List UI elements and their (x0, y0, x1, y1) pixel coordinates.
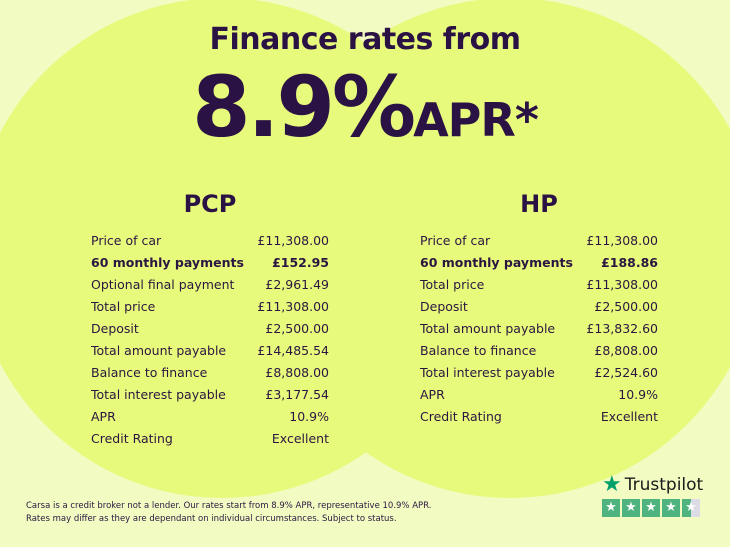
row-label: Price of car (420, 233, 491, 248)
trustpilot-rating: ★ ★ ★ ★ ★ (602, 499, 703, 517)
hp-table: HP Price of car £11,308.00 60 monthly paym… (420, 190, 658, 428)
headline-rate: 8.9%APR* (0, 58, 730, 156)
pcp-rows: Price of car £11,308.00 60 monthly payment… (91, 230, 329, 450)
rating-star-icon: ★ (602, 499, 620, 517)
row-label: 60 monthly payments (91, 255, 244, 270)
table-row: Credit Rating Excellent (420, 406, 658, 428)
row-label: Total amount payable (420, 321, 556, 336)
row-value: £11,308.00 (586, 277, 658, 292)
table-row: Balance to finance £8,808.00 (420, 340, 658, 362)
table-row: Total price £11,308.00 (420, 274, 658, 296)
row-value: £13,832.60 (586, 321, 658, 336)
table-row: Total interest payable £3,177.54 (91, 384, 329, 406)
row-label: Total price (91, 299, 156, 314)
rating-star-icon: ★ (622, 499, 640, 517)
disclaimer-line-1: Carsa is a credit broker not a lender. O… (26, 501, 432, 511)
row-label: Balance to finance (420, 343, 537, 358)
hp-rows: Price of car £11,308.00 60 monthly payment… (420, 230, 658, 428)
row-value: Excellent (600, 409, 658, 424)
rating-star-icon: ★ (662, 499, 680, 517)
table-row: Balance to finance £8,808.00 (91, 362, 329, 384)
rating-star-icon: ★ (642, 499, 660, 517)
row-value: £11,308.00 (257, 299, 329, 314)
row-label: Deposit (91, 321, 139, 336)
row-value: £2,500.00 (265, 321, 329, 336)
row-label: Credit Rating (91, 431, 173, 446)
table-row: 60 monthly payments £188.86 (420, 252, 658, 274)
row-label: Deposit (420, 299, 468, 314)
table-row: Price of car £11,308.00 (420, 230, 658, 252)
row-value: £2,500.00 (594, 299, 658, 314)
table-row: Total amount payable £13,832.60 (420, 318, 658, 340)
decorative-circle-right (260, 0, 730, 498)
table-row: Total interest payable £2,524.60 (420, 362, 658, 384)
rate-value: 8.9% (192, 58, 416, 156)
row-label: Price of car (91, 233, 162, 248)
row-label: Optional final payment (91, 277, 235, 292)
disclaimer-line-2: Rates may differ as they are dependant o… (26, 514, 397, 524)
row-value: £8,808.00 (594, 343, 658, 358)
row-value: £152.95 (272, 255, 329, 270)
row-value: £188.86 (601, 255, 658, 270)
pcp-table: PCP Price of car £11,308.00 60 monthly pay… (91, 190, 329, 450)
disclaimer: Carsa is a credit broker not a lender. O… (26, 500, 431, 526)
row-value: 10.9% (618, 387, 658, 402)
table-row: Total price £11,308.00 (91, 296, 329, 318)
row-label: 60 monthly payments (420, 255, 573, 270)
row-value: Excellent (271, 431, 329, 446)
row-value: £8,808.00 (265, 365, 329, 380)
row-label: Credit Rating (420, 409, 502, 424)
row-value: £11,308.00 (586, 233, 658, 248)
row-value: 10.9% (289, 409, 329, 424)
row-value: £2,524.60 (594, 365, 658, 380)
table-row: 60 monthly payments £152.95 (91, 252, 329, 274)
row-value: £11,308.00 (257, 233, 329, 248)
row-label: Total price (420, 277, 485, 292)
table-row: Price of car £11,308.00 (91, 230, 329, 252)
table-row: APR 10.9% (420, 384, 658, 406)
star-icon: ★ (602, 472, 622, 497)
hp-title: HP (520, 190, 558, 218)
pcp-title: PCP (183, 190, 237, 218)
table-row: Deposit £2,500.00 (420, 296, 658, 318)
row-label: APR (420, 387, 445, 402)
row-value: £2,961.49 (265, 277, 329, 292)
rate-suffix: APR* (413, 93, 539, 147)
row-label: APR (91, 409, 116, 424)
row-label: Balance to finance (91, 365, 208, 380)
table-row: Deposit £2,500.00 (91, 318, 329, 340)
rating-half-star-icon: ★ (682, 499, 700, 517)
headline: Finance rates from (209, 22, 521, 57)
row-value: £3,177.54 (265, 387, 329, 402)
trustpilot-name: Trustpilot (624, 475, 704, 495)
row-label: Total interest payable (420, 365, 555, 380)
table-row: Total amount payable £14,485.54 (91, 340, 329, 362)
row-value: £14,485.54 (257, 343, 329, 358)
table-row: Credit Rating Excellent (91, 428, 329, 450)
trustpilot-badge[interactable]: ★ Trustpilot ★ ★ ★ ★ ★ (602, 474, 703, 517)
row-label: Total amount payable (91, 343, 227, 358)
table-row: Optional final payment £2,961.49 (91, 274, 329, 296)
table-row: APR 10.9% (91, 406, 329, 428)
row-label: Total interest payable (91, 387, 226, 402)
